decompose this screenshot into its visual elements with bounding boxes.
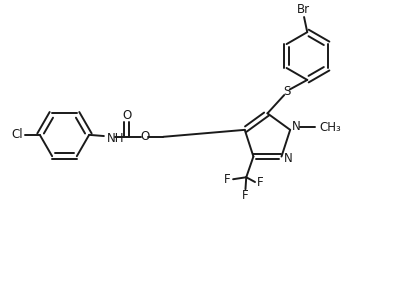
Text: F: F [257, 176, 264, 188]
Text: F: F [224, 173, 231, 186]
Text: N: N [292, 120, 301, 133]
Text: Br: Br [297, 3, 310, 16]
Text: NH: NH [107, 132, 125, 144]
Text: F: F [242, 189, 249, 202]
Text: O: O [140, 130, 150, 143]
Text: O: O [122, 109, 131, 122]
Text: Cl: Cl [12, 128, 23, 141]
Text: N: N [283, 152, 292, 165]
Text: S: S [284, 85, 291, 98]
Text: CH₃: CH₃ [320, 121, 341, 134]
